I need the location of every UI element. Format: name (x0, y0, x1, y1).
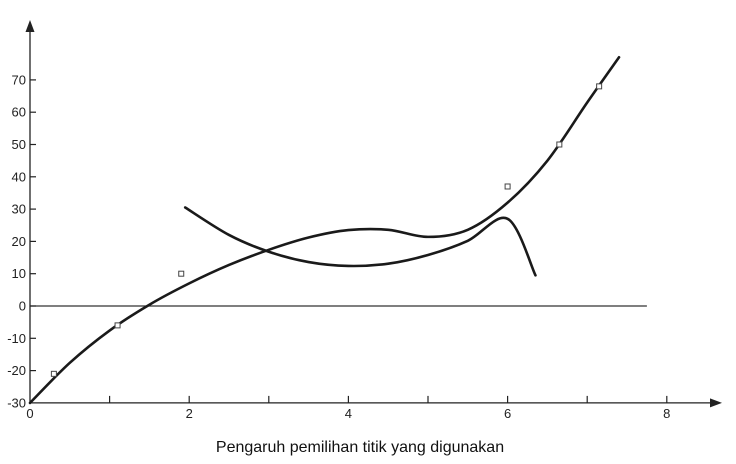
y-tick-label: -20 (7, 363, 26, 378)
x-tick-label: 8 (663, 406, 670, 421)
x-tick-label: 6 (504, 406, 511, 421)
y-tick-label: 20 (12, 234, 26, 249)
y-tick-label: 50 (12, 137, 26, 152)
y-tick-label: 0 (19, 299, 26, 314)
y-tick-label: -10 (7, 331, 26, 346)
x-tick-label: 4 (345, 406, 352, 421)
y-tick-label: -30 (7, 395, 26, 410)
y-axis-arrow (25, 20, 35, 32)
data-point (178, 270, 185, 277)
x-tick-label: 0 (26, 406, 33, 421)
y-tick-label: 10 (12, 266, 26, 281)
x-axis-arrow (710, 398, 722, 408)
data-point (50, 370, 57, 377)
series-layer (28, 55, 621, 405)
y-tick-label: 70 (12, 72, 26, 87)
chart-caption: Pengaruh pemilihan titik yang digunakan (216, 439, 504, 456)
series-line-2 (183, 206, 537, 277)
data-point (596, 83, 603, 90)
data-point (504, 183, 511, 190)
y-tick-label: 60 (12, 105, 26, 120)
y-tick-label: 30 (12, 202, 26, 217)
x-ticks: 0 2 4 6 8 (26, 395, 670, 421)
y-tick-label: 40 (12, 169, 26, 184)
data-point (556, 141, 563, 148)
series-line-1 (28, 55, 621, 405)
y-ticks: -30 -20 -10 0 10 20 30 40 50 60 70 (7, 72, 36, 410)
data-point (114, 322, 121, 329)
x-tick-label: 2 (186, 406, 193, 421)
axes (25, 20, 722, 408)
